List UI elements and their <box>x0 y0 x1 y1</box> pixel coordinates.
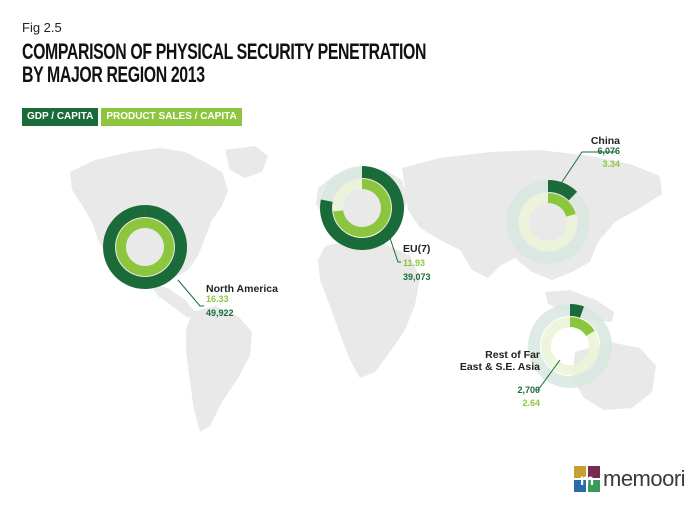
callout-line <box>536 359 561 391</box>
donut-eu-7: EU(7) 11.93 39,073 <box>320 166 431 282</box>
map-south-america <box>186 306 252 432</box>
arc-product-sales-per-capita <box>115 218 174 276</box>
value-product-sales-per-capita: 2.64 <box>522 398 540 408</box>
value-gdp-per-capita: 2,700 <box>517 385 540 395</box>
value-product-sales-per-capita: 11.93 <box>403 258 425 268</box>
legend-gdp-per-capita: GDP / CAPITA <box>22 108 99 126</box>
value-gdp-per-capita: 6,076 <box>597 146 620 156</box>
callout-line <box>389 237 401 263</box>
arc-product-sales-per-capita <box>570 317 595 336</box>
map-africa <box>318 240 420 378</box>
chart-title-line-1: COMPARISON OF PHYSICAL SECURITY PENETRAT… <box>22 39 427 64</box>
chart-title-line-2: BY MAJOR REGION 2013 <box>22 62 205 87</box>
region-name: East & S.E. Asia <box>460 361 540 373</box>
value-product-sales-per-capita: 3.34 <box>602 159 620 169</box>
region-name: Rest of Far <box>485 349 540 361</box>
value-product-sales-per-capita: 16.33 <box>206 294 229 304</box>
map-greenland <box>225 146 268 178</box>
callout-line <box>557 151 616 189</box>
region-name: China <box>591 135 620 147</box>
map-central-america <box>150 284 195 318</box>
arc-gdp-per-capita <box>570 304 584 318</box>
region-name: EU(7) <box>403 243 430 255</box>
memoori-logo-icon: m <box>574 466 600 492</box>
region-name: North America <box>206 283 278 295</box>
value-gdp-per-capita: 49,922 <box>206 308 234 318</box>
chart-title: COMPARISON OF PHYSICAL SECURITY PENETRAT… <box>22 39 427 87</box>
map-asia <box>402 150 662 280</box>
chart-legend: GDP / CAPITA PRODUCT SALES / CAPITA <box>22 108 242 126</box>
arc-product-sales-per-capita <box>548 193 576 217</box>
value-gdp-per-capita: 39,073 <box>403 272 431 282</box>
callout-line <box>177 279 204 307</box>
memoori-logo: m memoori <box>574 466 686 492</box>
figure-label: Fig 2.5 <box>22 20 62 35</box>
legend-product-sales-per-capita: PRODUCT SALES / CAPITA <box>101 108 242 126</box>
memoori-logo-text: memoori <box>603 466 686 491</box>
arc-gdp-per-capita <box>548 180 578 201</box>
arc-product-sales-per-capita <box>333 179 391 237</box>
svg-text:m: m <box>580 472 594 489</box>
